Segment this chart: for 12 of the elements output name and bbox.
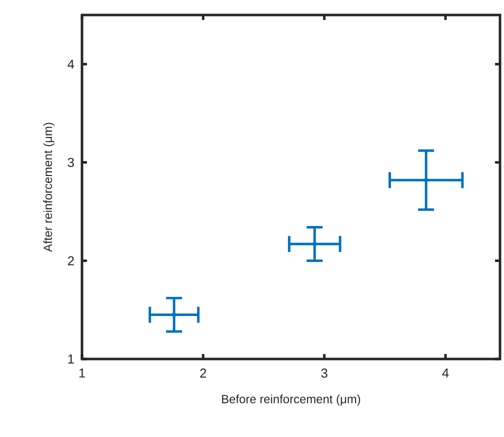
y-axis-title: After reinforcement (μm) bbox=[43, 122, 54, 252]
y-tick-label: 1 bbox=[68, 354, 74, 364]
y-tick-label: 3 bbox=[68, 158, 74, 168]
x-axis-title: Before reinforcement (μm) bbox=[222, 394, 360, 406]
y-tick-label: 4 bbox=[68, 60, 74, 69]
y-tick-label: 2 bbox=[68, 256, 74, 266]
point bbox=[424, 178, 428, 182]
x-tick-label: 1 bbox=[79, 368, 85, 378]
x-tick-label: 3 bbox=[321, 368, 328, 378]
x-tick-label: 2 bbox=[200, 368, 206, 378]
point bbox=[312, 242, 317, 246]
x-tick-label: 4 bbox=[442, 368, 449, 378]
